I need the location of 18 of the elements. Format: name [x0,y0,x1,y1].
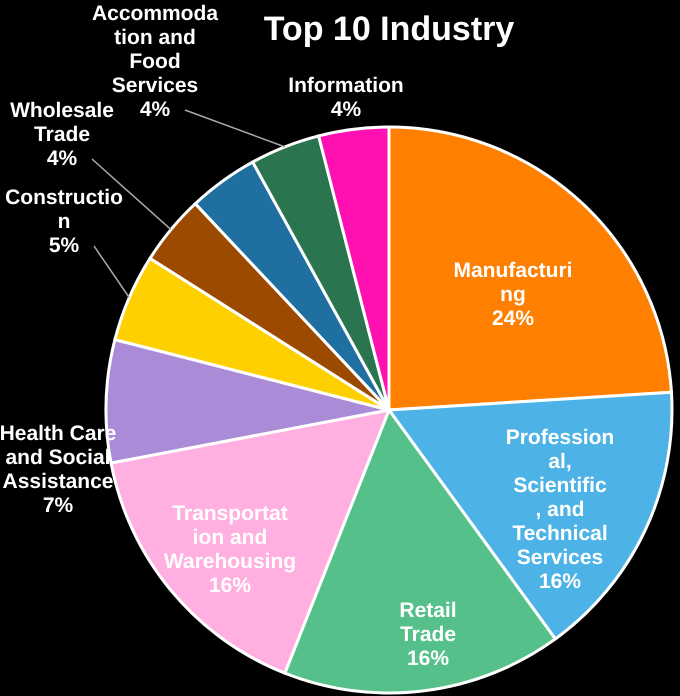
data-label: 5% [48,234,80,257]
data-label: 16% [208,574,252,597]
slice-label: Manufacturing [453,259,573,306]
slice-label: Retail Trade [399,599,457,646]
data-label: 7% [42,494,74,517]
data-label: 4% [330,98,362,121]
data-label: 4% [140,98,170,121]
slice-label: Accommodation and Food Services [92,2,218,97]
slice-label: Professional, Scientific, and Technical Services [506,426,614,569]
data-label: 24% [492,307,534,330]
chart-title: Top 10 Industry [264,10,514,48]
slice-label: Construction [5,186,123,233]
data-label: 16% [538,570,582,593]
slice-label: Information [288,74,404,97]
slice-label: Wholesale Trade [10,99,114,146]
data-label: 4% [46,147,78,170]
data-label: 16% [406,647,450,670]
slice-label: Transportation and Warehousing [164,502,296,573]
